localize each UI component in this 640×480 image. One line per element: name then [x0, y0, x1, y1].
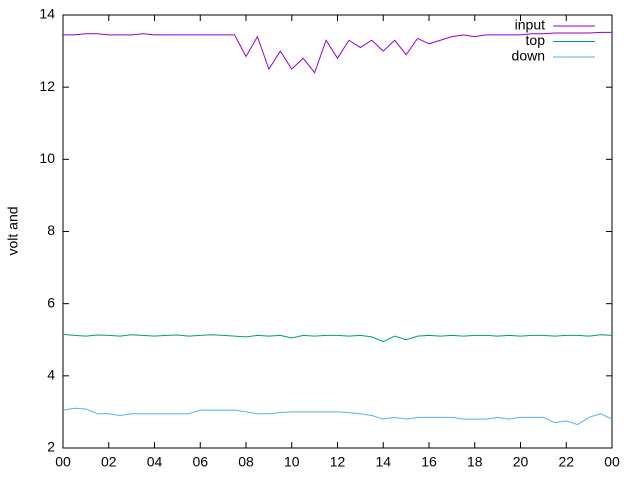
y-axis-label: volt and: [5, 206, 21, 255]
x-tick-label: 14: [375, 454, 391, 470]
series-line: [63, 31, 612, 74]
y-tick-label: 2: [47, 439, 55, 455]
x-tick-label: 12: [330, 454, 346, 470]
y-tick-label: 14: [39, 6, 55, 22]
y-tick-label: 4: [47, 367, 55, 383]
y-tick-label: 12: [39, 78, 55, 94]
x-tick-label: 02: [101, 454, 117, 470]
x-tick-label: 22: [558, 454, 574, 470]
x-tick-label: 16: [421, 454, 437, 470]
x-tick-label: 08: [238, 454, 254, 470]
x-tick-label: 10: [284, 454, 300, 470]
y-tick-label: 8: [47, 222, 55, 238]
x-tick-label: 20: [513, 454, 529, 470]
legend-label: down: [512, 48, 545, 64]
y-tick-label: 10: [39, 150, 55, 166]
plot-border: [62, 14, 613, 449]
y-tick-label: 6: [47, 294, 55, 310]
legend-label: top: [526, 32, 546, 48]
x-tick-label: 04: [147, 454, 163, 470]
x-tick-label: 00: [55, 454, 71, 470]
legend-label: input: [515, 17, 545, 33]
x-tick-label: 06: [192, 454, 208, 470]
x-tick-label: 00: [604, 454, 620, 470]
series-line: [62, 333, 613, 343]
series-line: [62, 407, 613, 426]
x-tick-label: 18: [467, 454, 483, 470]
